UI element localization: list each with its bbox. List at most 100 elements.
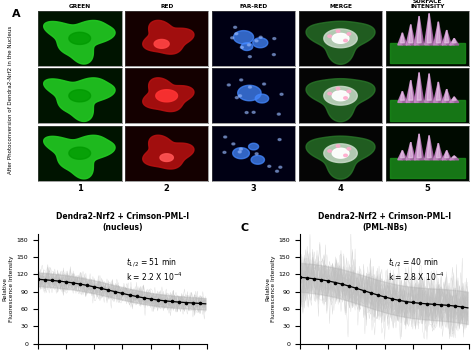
Polygon shape [425,74,429,102]
Polygon shape [414,134,419,160]
Polygon shape [402,150,407,160]
Polygon shape [452,97,456,100]
Polygon shape [336,87,340,90]
Point [154,297,162,303]
Polygon shape [237,85,261,101]
Point [381,294,389,300]
Point [175,299,182,305]
Polygon shape [447,89,451,102]
Polygon shape [332,148,349,158]
Point [161,298,169,304]
Polygon shape [224,136,227,138]
Point [423,301,431,307]
Polygon shape [245,112,248,113]
Polygon shape [240,79,243,81]
Polygon shape [429,136,434,160]
Point [69,280,77,286]
Point [444,303,452,308]
Point [310,276,318,282]
Polygon shape [406,142,411,160]
Polygon shape [442,30,447,45]
Polygon shape [143,20,194,54]
Polygon shape [438,143,443,160]
Polygon shape [154,39,169,48]
Point [182,300,190,305]
Polygon shape [233,147,249,159]
Polygon shape [401,91,404,100]
Polygon shape [228,84,230,86]
Polygon shape [411,142,415,160]
Point [41,277,49,283]
Polygon shape [436,82,440,100]
Polygon shape [427,136,431,158]
X-axis label: 3: 3 [251,184,256,193]
Point [331,280,339,285]
Polygon shape [328,35,331,37]
Title: Dendra2-Nrf2 + Crimson-PML-I
(nucleus): Dendra2-Nrf2 + Crimson-PML-I (nucleus) [56,212,189,232]
Polygon shape [438,82,443,102]
Polygon shape [436,22,440,43]
Polygon shape [324,86,357,105]
Point [98,286,105,291]
Point [34,276,42,282]
Polygon shape [436,143,440,158]
Polygon shape [247,44,250,46]
Polygon shape [273,38,276,40]
Polygon shape [450,97,454,102]
Polygon shape [235,33,238,35]
Polygon shape [417,16,421,43]
Polygon shape [347,147,351,150]
Point [296,275,304,280]
Polygon shape [390,158,465,178]
Polygon shape [454,97,459,102]
Polygon shape [452,38,456,43]
Point [360,288,367,294]
Polygon shape [398,33,402,45]
Polygon shape [248,56,251,58]
Polygon shape [438,22,443,45]
Polygon shape [344,97,347,99]
Polygon shape [160,154,173,161]
Polygon shape [278,139,281,141]
Polygon shape [324,144,357,163]
Polygon shape [344,39,347,42]
Polygon shape [143,135,194,169]
Polygon shape [280,93,283,95]
Polygon shape [406,25,411,45]
Point [83,282,91,288]
Point [353,285,360,291]
Polygon shape [390,100,465,121]
Polygon shape [336,145,340,147]
Point [133,294,140,299]
Text: $t_{1/2}$ = 40 min
k = 2.8 X 10$^{-4}$: $t_{1/2}$ = 40 min k = 2.8 X 10$^{-4}$ [388,256,445,283]
Point [325,278,332,284]
Polygon shape [259,36,262,38]
Polygon shape [442,150,447,160]
Polygon shape [156,90,178,102]
Polygon shape [241,43,253,50]
Title: SURFACE
INTENSITY: SURFACE INTENSITY [410,0,445,9]
Point [140,295,147,301]
Point [55,278,63,284]
Polygon shape [69,90,91,102]
Polygon shape [44,20,115,64]
Polygon shape [450,38,454,45]
Polygon shape [411,25,415,45]
Polygon shape [248,143,259,150]
Polygon shape [409,25,413,43]
Y-axis label: Relative
Fluorescence Intensity: Relative Fluorescence Intensity [3,256,14,322]
Point [76,281,84,287]
Polygon shape [248,86,252,88]
Polygon shape [336,30,340,32]
Polygon shape [332,91,349,101]
Polygon shape [419,16,424,45]
Point [388,296,395,301]
Polygon shape [402,91,407,102]
Point [367,290,374,296]
Point [91,284,98,290]
Title: GREEN: GREEN [69,4,91,9]
Text: A: A [12,9,20,19]
Polygon shape [251,155,264,164]
Polygon shape [454,156,459,160]
Title: Dendra2-Nrf2 + Crimson-PML-I
(PML-NBs): Dendra2-Nrf2 + Crimson-PML-I (PML-NBs) [318,212,451,232]
